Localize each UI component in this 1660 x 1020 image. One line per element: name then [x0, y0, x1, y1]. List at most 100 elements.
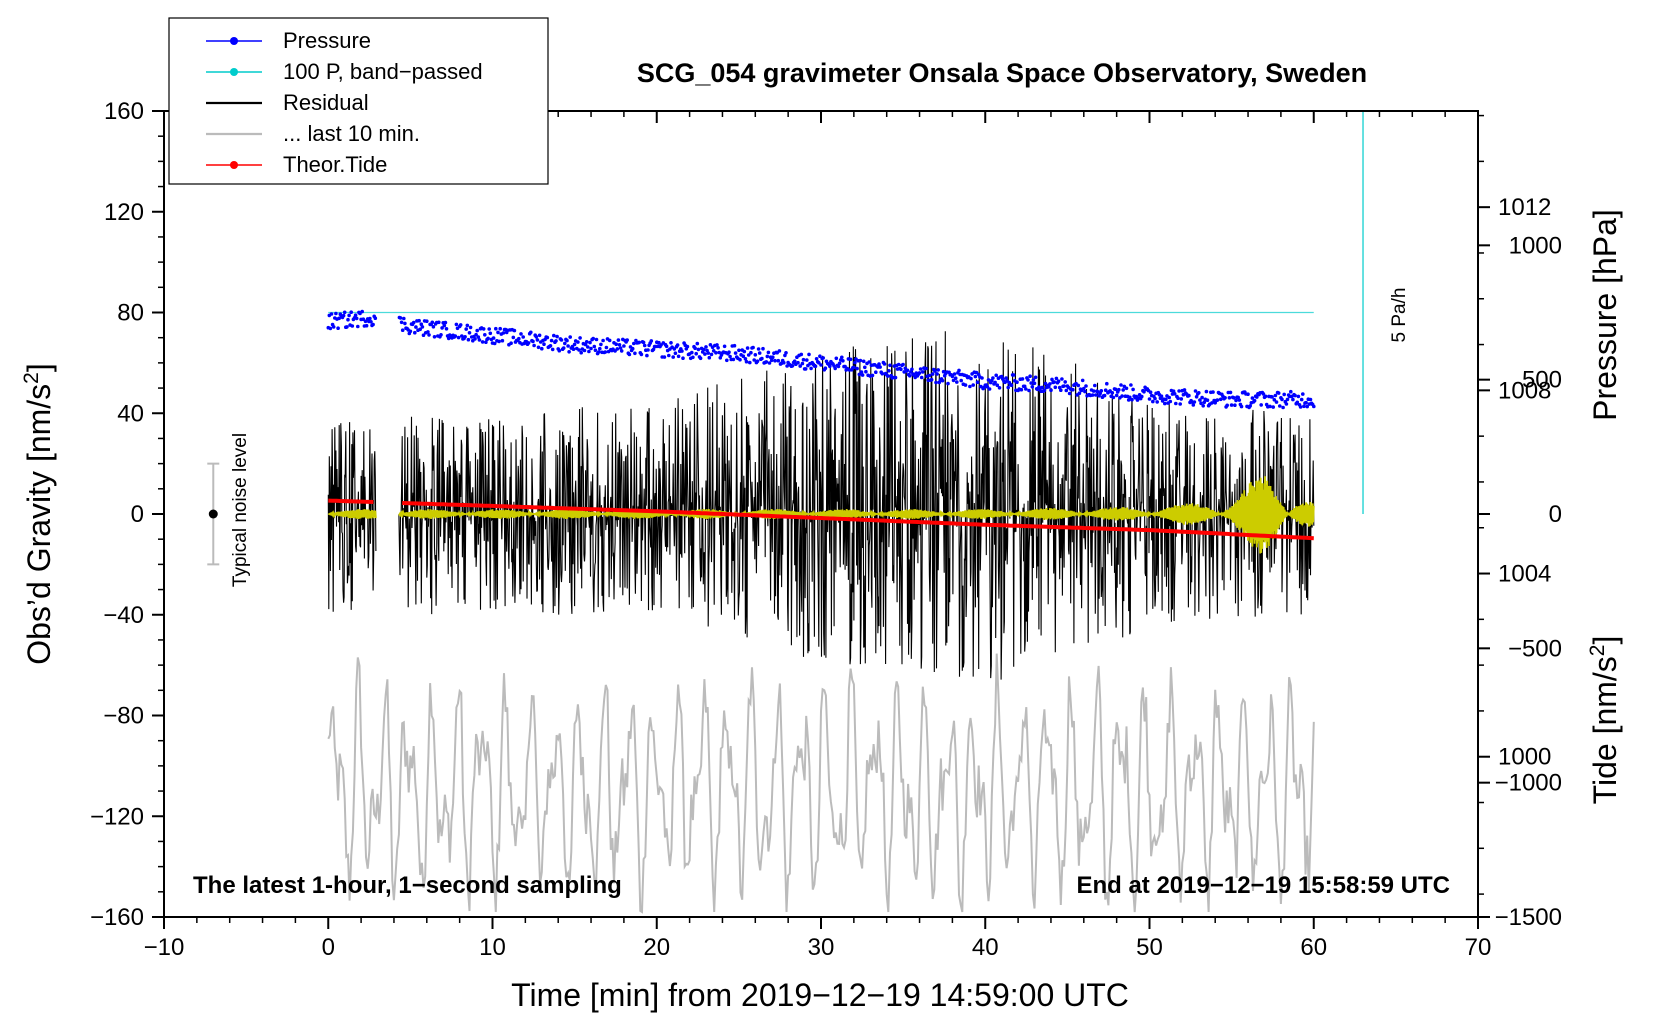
- pressure-point: [930, 372, 935, 376]
- pressure-point: [463, 335, 467, 339]
- pressure-point: [836, 364, 841, 369]
- pressure-point: [887, 369, 891, 373]
- pressure-point: [1022, 384, 1027, 389]
- pressure-point: [1237, 398, 1242, 402]
- pressure-point: [695, 341, 700, 346]
- pressure-point: [1176, 396, 1180, 401]
- x-tick-label: −10: [144, 934, 185, 961]
- pressure-point: [728, 354, 732, 359]
- pressure-point: [614, 342, 618, 347]
- x-tick-label: 40: [972, 934, 999, 961]
- pressure-point: [722, 344, 727, 349]
- pressure-point: [1026, 378, 1030, 382]
- pressure-point: [536, 345, 541, 350]
- pressure-point: [950, 374, 955, 379]
- pressure-point: [576, 340, 580, 344]
- tide-tick-label: −1000: [1495, 770, 1562, 797]
- pressure-point: [773, 358, 777, 363]
- pressure-point: [1299, 397, 1304, 402]
- pressure-point: [1187, 393, 1191, 398]
- pressure-point: [1060, 377, 1064, 381]
- pressure-point: [540, 346, 544, 351]
- pressure-point: [828, 364, 832, 369]
- pressure-point: [1210, 401, 1214, 405]
- pressure-point: [468, 325, 473, 330]
- pressure-point: [353, 313, 358, 318]
- pressure-point: [532, 343, 536, 348]
- pressure-point: [716, 346, 720, 350]
- pressure-point: [704, 345, 708, 349]
- pressure-point: [819, 363, 823, 367]
- pressure-point: [1298, 405, 1303, 409]
- pressure-point: [334, 311, 338, 316]
- pressure-point: [833, 366, 837, 371]
- pressure-point: [419, 322, 424, 327]
- pressure-point: [345, 325, 349, 329]
- pressure-point: [927, 373, 932, 378]
- axes-layer: −10 0 10 20 30 40 50 60 70 −160 −120 −80 −40 0 40 80 120…: [90, 98, 1562, 961]
- y-tick-label: −40: [103, 602, 144, 629]
- pressure-point: [748, 360, 752, 365]
- pressure-point: [484, 340, 488, 345]
- pressure-point: [1197, 391, 1201, 395]
- pressure-point: [673, 351, 678, 356]
- pressure-point: [571, 347, 576, 352]
- pressure-point: [633, 351, 637, 356]
- pressure-point: [1064, 388, 1069, 393]
- pressure-point: [349, 310, 354, 315]
- pressure-point: [356, 324, 360, 329]
- pressure-point: [1289, 389, 1293, 394]
- y-tick-label: 40: [117, 400, 144, 427]
- pressure-point: [1148, 390, 1153, 395]
- pressure-point: [857, 372, 862, 377]
- pressure-point: [1285, 397, 1290, 402]
- pressure-point: [749, 350, 753, 355]
- pressure-point: [1273, 393, 1278, 398]
- pressure-point: [1048, 382, 1052, 386]
- pressure-point: [1174, 401, 1178, 406]
- pressure-point: [368, 316, 372, 321]
- pressure-point: [622, 344, 626, 348]
- pressure-point: [617, 343, 622, 347]
- pressure-point: [963, 383, 968, 387]
- pressure-point: [480, 340, 485, 344]
- y-axis-title-tide: Tide [nm/s2]: [1586, 636, 1623, 805]
- pressure-point: [1305, 404, 1309, 409]
- pressure-point: [743, 357, 748, 361]
- pressure-point: [1199, 401, 1203, 406]
- pressure-point: [587, 349, 591, 354]
- pressure-point: [1205, 398, 1210, 403]
- pressure-point: [1263, 394, 1268, 399]
- annotation-latest-hour: The latest 1-hour, 1−second sampling: [193, 872, 622, 899]
- pressure-layer: [326, 309, 1316, 410]
- band-passed-line: [328, 476, 1315, 554]
- last-10-min-layer: [327, 653, 1315, 914]
- pressure-point: [921, 370, 925, 374]
- pressure-point: [1083, 389, 1087, 394]
- pressure-point: [444, 327, 449, 331]
- pressure-point: [741, 354, 746, 359]
- pressure-point: [877, 362, 881, 366]
- pressure-point: [707, 355, 712, 360]
- pressure-point: [591, 336, 595, 341]
- pressure-point: [708, 343, 713, 347]
- pressure-point: [910, 367, 914, 372]
- pressure-point: [1178, 402, 1182, 406]
- pressure-point: [371, 322, 375, 327]
- pressure-point: [1272, 398, 1277, 402]
- pressure-point: [1248, 404, 1252, 408]
- pressure-point: [1126, 398, 1131, 402]
- pressure-point: [888, 363, 892, 368]
- pressure-point: [1218, 397, 1223, 402]
- x-tick-label: 30: [808, 934, 835, 961]
- pressure-point: [1280, 397, 1284, 402]
- pressure-point: [1053, 385, 1058, 390]
- pressure-point: [1308, 397, 1313, 402]
- pressure-point: [517, 336, 521, 341]
- y-tick-label: −160: [90, 904, 144, 931]
- pressure-point: [1019, 387, 1024, 392]
- pressure-point: [709, 352, 714, 357]
- pressure-point: [955, 380, 959, 384]
- pressure-point: [420, 325, 425, 329]
